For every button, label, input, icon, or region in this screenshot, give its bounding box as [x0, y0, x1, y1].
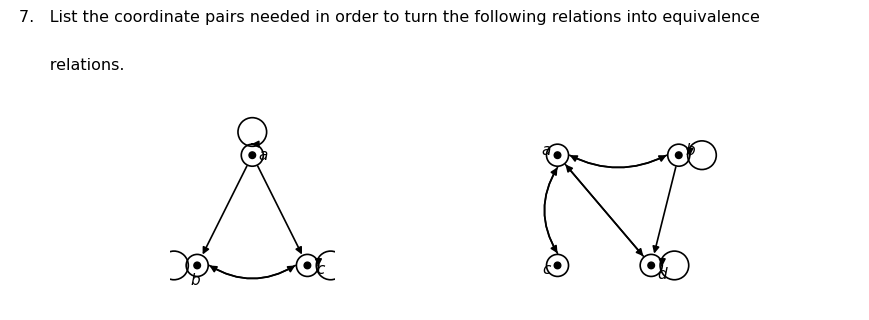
Circle shape — [647, 262, 653, 269]
Circle shape — [554, 152, 561, 158]
Text: b: b — [684, 143, 693, 158]
Circle shape — [249, 152, 255, 158]
Circle shape — [194, 262, 200, 269]
Text: b: b — [190, 273, 200, 288]
Circle shape — [304, 262, 310, 269]
Text: relations.: relations. — [19, 58, 124, 73]
Text: d: d — [657, 267, 667, 282]
Text: 7.   List the coordinate pairs needed in order to turn the following relations i: 7. List the coordinate pairs needed in o… — [19, 10, 760, 25]
Text: a: a — [541, 143, 551, 158]
Circle shape — [674, 152, 681, 158]
Circle shape — [554, 262, 561, 269]
Text: a: a — [258, 148, 268, 163]
Text: c: c — [316, 262, 324, 277]
Text: c: c — [541, 262, 550, 277]
